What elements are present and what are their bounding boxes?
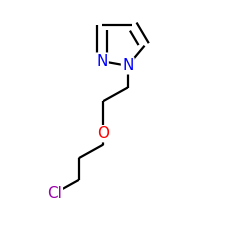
- Text: O: O: [97, 126, 109, 141]
- Text: N: N: [96, 54, 108, 69]
- Text: N: N: [122, 58, 134, 73]
- Text: Cl: Cl: [47, 186, 62, 201]
